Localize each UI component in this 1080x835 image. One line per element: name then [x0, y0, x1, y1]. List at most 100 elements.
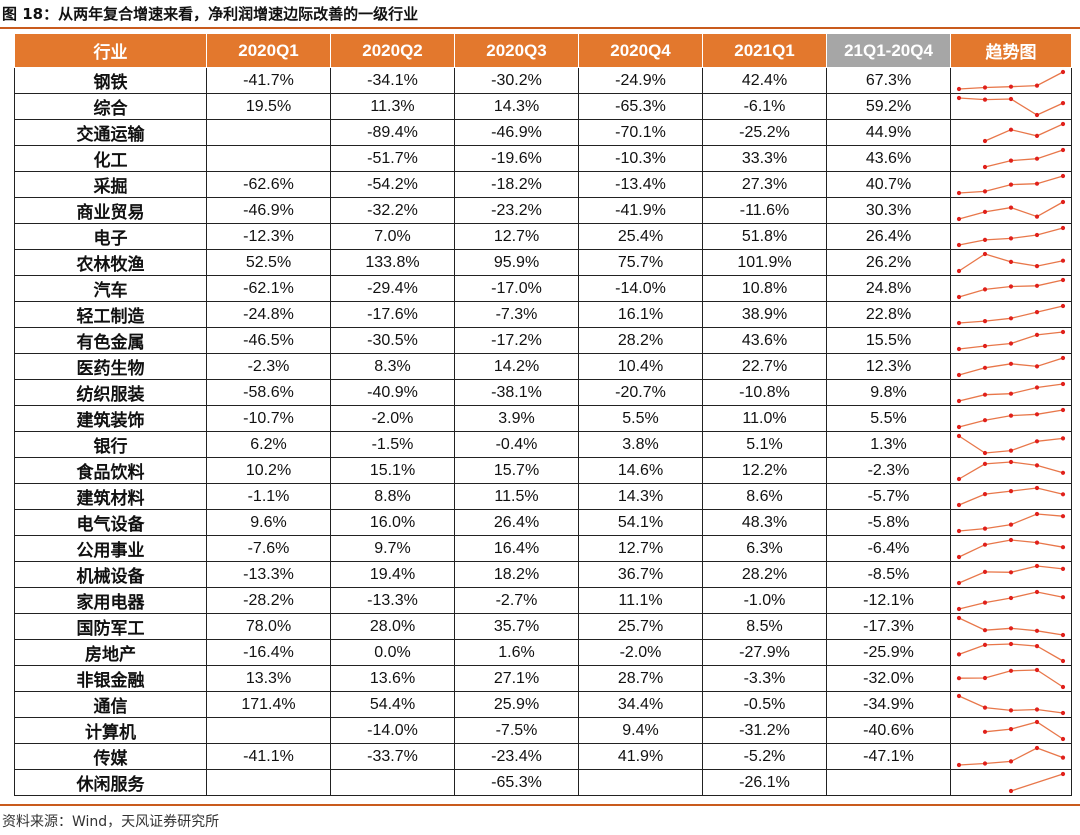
- sparkline-point: [1034, 628, 1040, 633]
- sparkline-point: [1008, 341, 1014, 346]
- sparkline-point: [982, 237, 988, 242]
- table-row: 非银金融 13.3% 13.6% 27.1% 28.7% -3.3% -32.0%: [14, 665, 1072, 692]
- figure-title: 图 18：从两年复合增速来看，净利润增速边际改善的一级行业: [2, 5, 419, 23]
- sparkline-point: [1060, 381, 1066, 387]
- sparkline-point: [1008, 182, 1014, 187]
- cell-2020q1: -58.6%: [206, 379, 331, 406]
- sparkline-point: [1034, 364, 1040, 369]
- cell-2020q2: -29.4%: [330, 275, 455, 302]
- cell-2020q4: -24.9%: [578, 67, 703, 94]
- sparkline-point: [1060, 173, 1066, 179]
- cell-2020q1: [206, 769, 331, 796]
- cell-2021q1: -5.2%: [702, 743, 827, 770]
- table-row: 医药生物 -2.3% 8.3% 14.2% 10.4% 22.7% 12.3%: [14, 353, 1072, 380]
- table-row: 农林牧渔 52.5% 133.8% 95.9% 75.7% 101.9% 26.2%: [14, 249, 1072, 276]
- sparkline-point: [1034, 667, 1040, 673]
- sparkline-line: [984, 721, 1064, 740]
- sparkline-chart: [982, 121, 1066, 144]
- cell-diff: 12.3%: [826, 353, 951, 380]
- industry-name: 机械设备: [14, 561, 207, 588]
- sparkline-chart: [956, 563, 1066, 586]
- trend-sparkline: [950, 483, 1072, 510]
- sparkline-point: [982, 526, 988, 531]
- sparkline-line: [1010, 773, 1064, 792]
- sparkline-point: [956, 190, 962, 196]
- cell-2020q3: 25.9%: [454, 691, 579, 718]
- cell-diff: -2.3%: [826, 457, 951, 484]
- trend-sparkline: [950, 431, 1072, 458]
- table-row: 汽车 -62.1% -29.4% -17.0% -14.0% 10.8% 24.8%: [14, 275, 1072, 302]
- sparkline-line: [958, 643, 1064, 662]
- sparkline-point: [956, 606, 962, 612]
- header-2020q4: 2020Q4: [578, 33, 703, 68]
- cell-diff: -5.8%: [826, 509, 951, 536]
- cell-2020q1: -46.9%: [206, 197, 331, 224]
- cell-2020q4: 28.2%: [578, 327, 703, 354]
- cell-2021q1: 33.3%: [702, 145, 827, 172]
- industry-name: 汽车: [14, 275, 207, 302]
- sparkline-point: [1034, 412, 1040, 417]
- cell-2020q1: [206, 717, 331, 744]
- industry-name: 综合: [14, 93, 207, 120]
- sparkline-point: [1008, 158, 1014, 163]
- sparkline-point: [956, 346, 962, 352]
- cell-2020q1: [206, 119, 331, 146]
- cell-2020q2: 9.7%: [330, 535, 455, 562]
- sparkline-point: [1034, 332, 1040, 337]
- cell-2020q1: -2.3%: [206, 353, 331, 380]
- table-body: 钢铁 -41.7% -34.1% -30.2% -24.9% 42.4% 67.3% 综合 19…: [14, 67, 1072, 796]
- cell-2020q2: -40.9%: [330, 379, 455, 406]
- cell-2020q4: -20.7%: [578, 379, 703, 406]
- sparkline-point: [1060, 436, 1066, 441]
- cell-2020q1: 52.5%: [206, 249, 331, 276]
- sparkline-point: [956, 216, 962, 222]
- table-row: 房地产 -16.4% 0.0% 1.6% -2.0% -27.9% -25.9%: [14, 639, 1072, 666]
- trend-sparkline: [950, 457, 1072, 484]
- industry-name: 休闲服务: [14, 769, 207, 796]
- cell-diff: 44.9%: [826, 119, 951, 146]
- cell-2020q2: -1.5%: [330, 431, 455, 458]
- table-row: 商业贸易 -46.9% -32.2% -23.2% -41.9% -11.6% 30.3%: [14, 197, 1072, 224]
- cell-2020q4: 75.7%: [578, 249, 703, 276]
- cell-2020q2: 8.3%: [330, 353, 455, 380]
- cell-2020q1: 78.0%: [206, 613, 331, 640]
- table-row: 交通运输 -89.4% -46.9% -70.1% -25.2% 44.9%: [14, 119, 1072, 146]
- sparkline-point: [1008, 788, 1014, 794]
- sparkline-point: [1008, 413, 1014, 418]
- cell-2020q3: -2.7%: [454, 587, 579, 614]
- industry-name: 化工: [14, 145, 207, 172]
- sparkline-point: [982, 189, 988, 194]
- industry-name: 电气设备: [14, 509, 207, 536]
- cell-diff: -6.4%: [826, 535, 951, 562]
- cell-2020q2: [330, 769, 455, 796]
- trend-sparkline: [950, 535, 1072, 562]
- table-row: 建筑装饰 -10.7% -2.0% 3.9% 5.5% 11.0% 5.5%: [14, 405, 1072, 432]
- industry-name: 纺织服装: [14, 379, 207, 406]
- cell-2020q1: 19.5%: [206, 93, 331, 120]
- sparkline-point: [1060, 101, 1066, 106]
- table-row: 计算机 -14.0% -7.5% 9.4% -31.2% -40.6%: [14, 717, 1072, 744]
- cell-2020q3: -65.3%: [454, 769, 579, 796]
- cell-2020q1: -46.5%: [206, 327, 331, 354]
- sparkline-point: [1034, 745, 1040, 751]
- sparkline-point: [1034, 283, 1040, 288]
- cell-2020q3: -23.2%: [454, 197, 579, 224]
- header-2020q1: 2020Q1: [206, 33, 331, 68]
- sparkline-point: [1060, 736, 1066, 742]
- table-row: 家用电器 -28.2% -13.3% -2.7% 11.1% -1.0% -12.1%: [14, 587, 1072, 614]
- sparkline-point: [1060, 684, 1066, 690]
- industry-name: 钢铁: [14, 67, 207, 94]
- cell-2021q1: -3.3%: [702, 665, 827, 692]
- sparkline-point: [1060, 355, 1066, 361]
- cell-2020q2: -13.3%: [330, 587, 455, 614]
- sparkline-point: [1060, 225, 1066, 231]
- industry-name: 非银金融: [14, 665, 207, 692]
- cell-2021q1: -26.1%: [702, 769, 827, 796]
- sparkline-point: [982, 319, 988, 324]
- sparkline-point: [982, 251, 988, 257]
- cell-2020q1: 171.4%: [206, 691, 331, 718]
- sparkline-point: [1034, 214, 1040, 219]
- sparkline-point: [1060, 658, 1066, 664]
- sparkline-chart: [956, 407, 1066, 430]
- cell-2020q3: -7.5%: [454, 717, 579, 744]
